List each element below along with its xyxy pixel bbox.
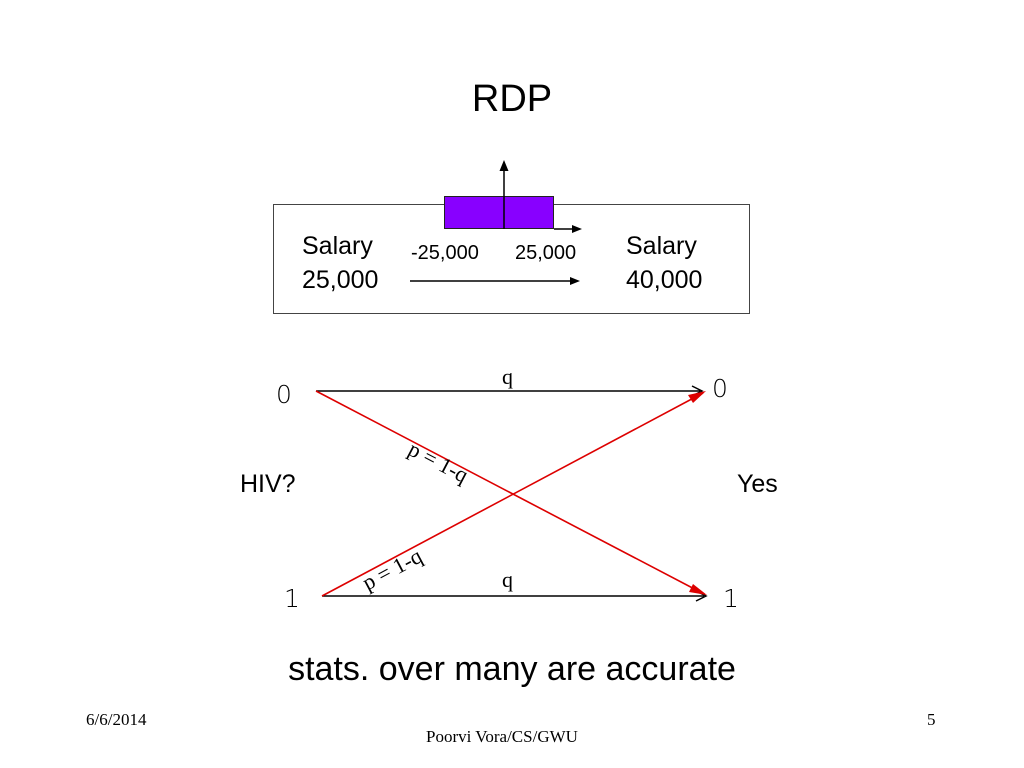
left-salary-title: Salary [302, 232, 373, 260]
right-salary-label: Salary 40,000 [626, 229, 702, 297]
left-salary-label: Salary 25,000 [302, 229, 378, 297]
range-high-label: 25,000 [515, 242, 577, 264]
salary-change-arrowhead [570, 277, 580, 285]
vertical-axis-arrowhead [499, 160, 509, 171]
slide-title: RDP [471, 78, 553, 120]
yes-label: Yes [737, 470, 778, 498]
footer-page-number: 5 [927, 710, 936, 729]
output-zero-label: 0 [712, 374, 728, 403]
right-salary-value: 40,000 [626, 266, 703, 294]
noise-distribution-box [444, 196, 554, 229]
right-salary-title: Salary [626, 232, 697, 260]
bottom-q-label: q [502, 567, 513, 592]
input-zero-label: 0 [276, 380, 292, 409]
range-low-label: -25,000 [411, 242, 479, 264]
cross-down-arrowhead [689, 584, 707, 595]
footer-date: 6/6/2014 [86, 710, 147, 729]
cross-down-arrow [315, 390, 705, 595]
output-one-label: 1 [723, 584, 739, 613]
left-salary-value: 25,000 [302, 266, 379, 294]
top-q-label: q [502, 364, 513, 389]
horizontal-axis-arrowhead [572, 225, 582, 233]
hiv-question-label: HIV? [240, 470, 296, 498]
cross-up-arrowhead [688, 391, 706, 403]
cross-up-arrow [321, 392, 704, 597]
input-one-label: 1 [284, 584, 300, 613]
slide-caption: stats. over many are accurate [288, 650, 736, 688]
footer-author: Poorvi Vora/CS/GWU [426, 727, 578, 746]
